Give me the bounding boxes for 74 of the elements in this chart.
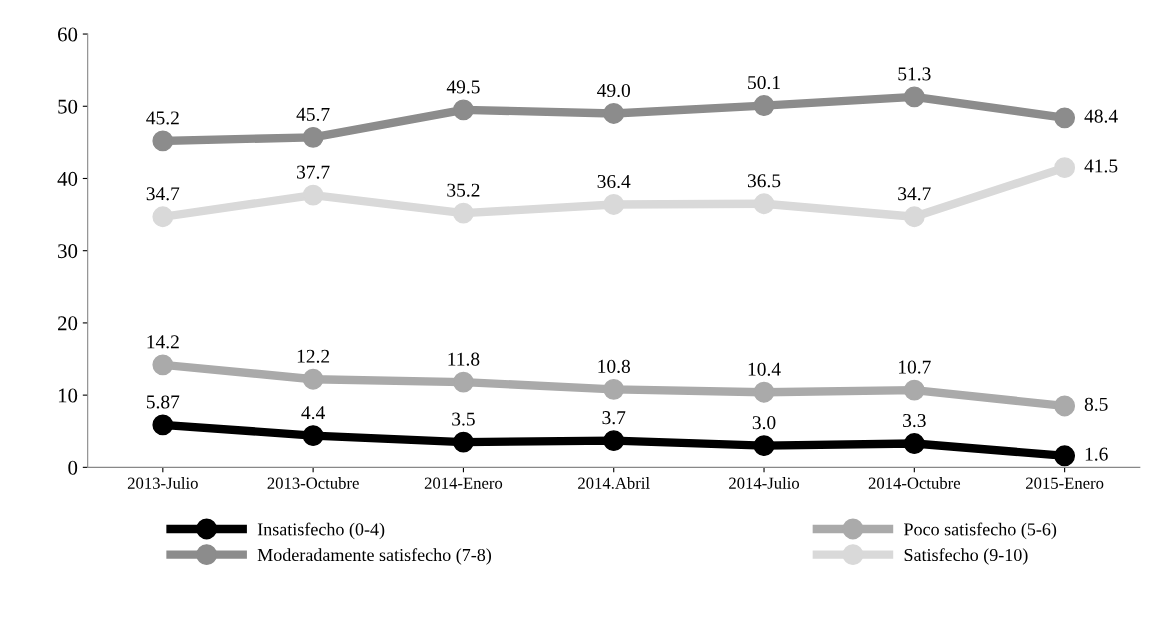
point: [753, 381, 775, 403]
legend-label: Poco satisfecho (5-6): [904, 522, 1057, 540]
data-label: 45.2: [146, 111, 179, 125]
point: [603, 430, 625, 452]
point: [603, 103, 625, 124]
data-label: 3.5: [452, 412, 475, 426]
data-label: 12.2: [297, 349, 330, 363]
data-label: 36.5: [747, 174, 781, 188]
point: [753, 435, 775, 457]
data-label: 14.2: [147, 335, 179, 349]
y-tick-label: 10: [58, 388, 78, 403]
y-tick-label: 60: [58, 27, 78, 42]
x-tick-label: 2015-Enero: [1026, 477, 1104, 489]
x-tick-label: 2013-Octubre: [267, 477, 359, 489]
data-label: 50.1: [748, 75, 780, 90]
data-label: 35.2: [447, 183, 480, 197]
point: [903, 86, 925, 108]
y-tick-label: 50: [58, 99, 78, 114]
legend-label: Insatisfecho (0-4): [257, 522, 385, 540]
point: [903, 433, 925, 454]
point: [152, 130, 174, 152]
data-label: 34.7: [146, 187, 180, 201]
point: [302, 425, 324, 446]
point: [1054, 395, 1076, 417]
point: [152, 414, 174, 436]
x-tick-label: 2014-Octubre: [868, 477, 961, 489]
point: [453, 431, 474, 453]
y-tick-label: 30: [58, 244, 78, 259]
data-label: 10.8: [598, 359, 630, 373]
point: [152, 354, 174, 376]
point: [302, 368, 324, 390]
point: [453, 202, 474, 224]
data-label: 37.7: [297, 165, 330, 179]
point: [1054, 445, 1076, 467]
point: [1054, 107, 1076, 129]
data-label: 8.5: [1084, 397, 1108, 411]
x-tick-label: 2013-Julio: [127, 477, 198, 489]
data-label: 4.4: [301, 406, 325, 420]
legend-label: Moderadamente satisfecho (7-8): [257, 548, 492, 565]
data-label: 3.0: [752, 416, 776, 430]
data-label: 5.87: [146, 395, 180, 409]
point: [603, 378, 625, 400]
x-tick-label: 2014-Enero: [424, 477, 503, 489]
point: [302, 184, 324, 206]
point: [603, 194, 625, 215]
data-label: 10.7: [899, 360, 931, 374]
data-label: 36.4: [597, 174, 631, 189]
legend-label: Satisfecho (9-10): [904, 548, 1028, 565]
data-label: 10.4: [748, 362, 781, 376]
point: [903, 379, 925, 401]
data-label: 49.5: [446, 80, 480, 94]
point: [302, 126, 324, 148]
point: [453, 99, 474, 121]
data-label: 49.0: [597, 83, 630, 98]
data-label: 51.3: [898, 67, 931, 81]
x-tick-label: 2014.Abril: [578, 477, 650, 489]
y-tick-label: 40: [57, 171, 78, 186]
point: [753, 95, 775, 116]
y-tick-label: 0: [68, 460, 78, 475]
point: [1054, 157, 1076, 179]
point: [152, 206, 174, 228]
data-label: 34.7: [898, 187, 931, 201]
data-label: 3.7: [602, 411, 626, 425]
point: [453, 371, 474, 393]
data-label: 1.6: [1085, 447, 1108, 461]
data-label: 45.7: [296, 107, 330, 121]
point: [753, 193, 775, 215]
data-label: 3.3: [903, 414, 926, 428]
data-label: 11.8: [448, 352, 480, 366]
data-label: 41.5: [1084, 159, 1118, 173]
data-label: 48.4: [1084, 109, 1118, 123]
point: [903, 206, 925, 228]
y-tick-label: 20: [58, 316, 78, 331]
x-tick-label: 2014-Julio: [729, 477, 800, 489]
